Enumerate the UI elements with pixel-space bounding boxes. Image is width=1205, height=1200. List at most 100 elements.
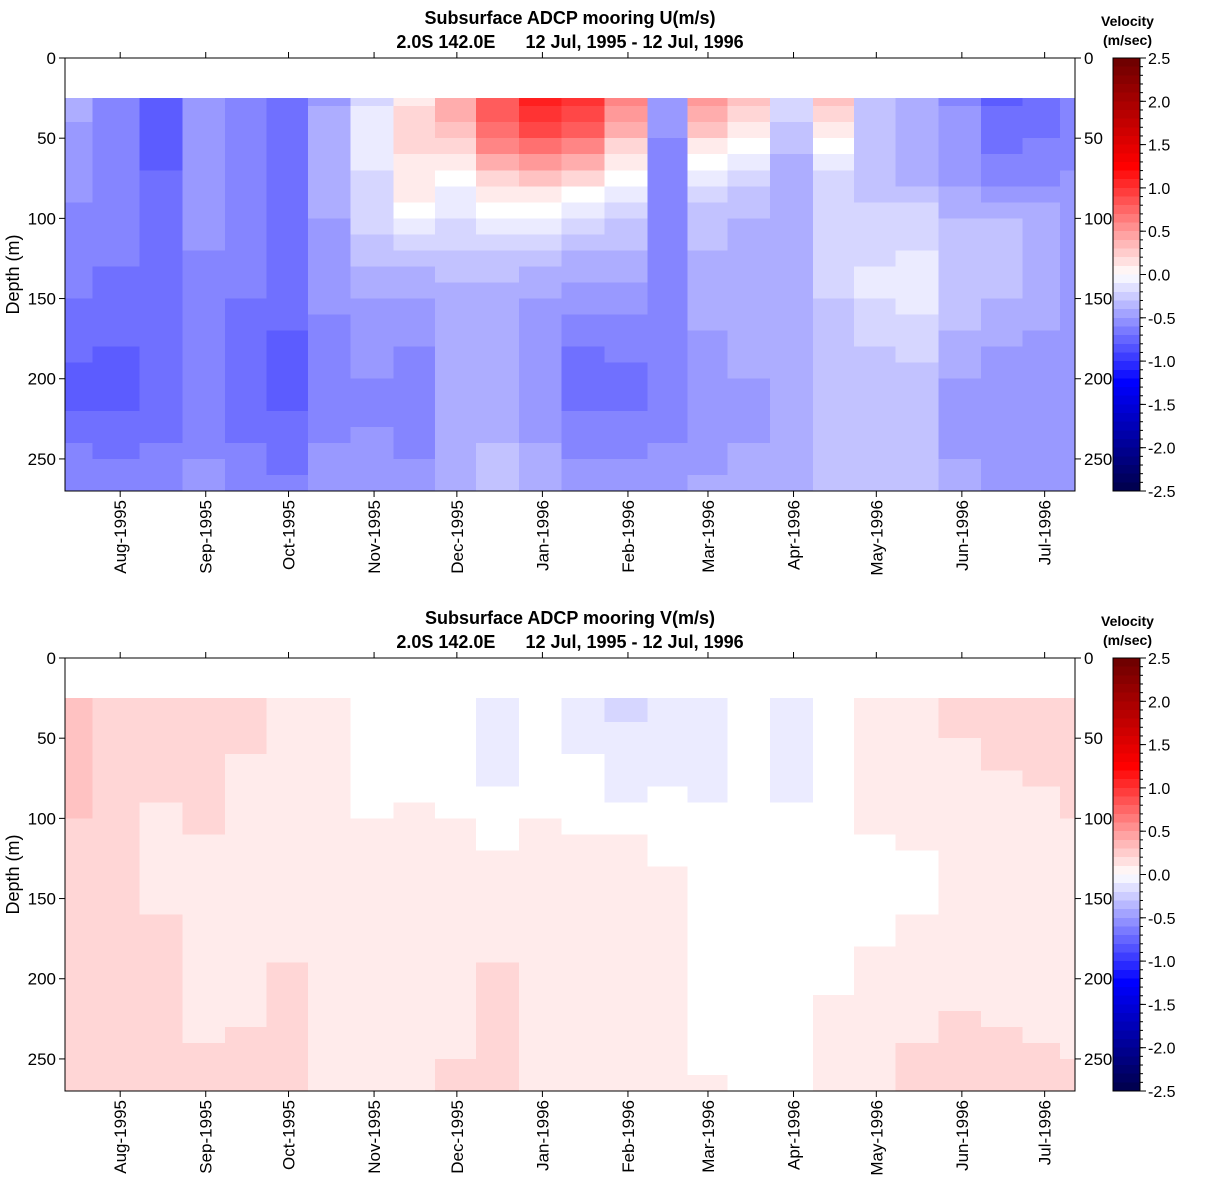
heatmap-cell: [65, 706, 94, 723]
heatmap-cell: [182, 410, 226, 428]
heatmap-cell: [225, 802, 268, 819]
heatmap-cell: [92, 234, 141, 252]
subtitle-date-range: 12 Jul, 1995 - 12 Jul, 1996: [525, 32, 744, 52]
heatmap-cell: [812, 978, 855, 996]
heatmap-cell: [981, 394, 1024, 412]
heatmap-cell: [812, 1026, 855, 1044]
x-tick-label: Apr-1996: [785, 1100, 804, 1170]
heatmap-cell: [687, 978, 728, 996]
heatmap-cell: [476, 250, 520, 268]
colorbar-swatch: [1113, 1039, 1140, 1049]
heatmap-cell: [770, 786, 814, 803]
heatmap-cell: [727, 866, 771, 884]
heatmap-cell: [1022, 154, 1061, 171]
heatmap-cell: [604, 786, 648, 803]
heatmap-cell: [854, 1042, 897, 1060]
heatmap-cell: [604, 266, 648, 284]
heatmap-cell: [518, 282, 563, 300]
heatmap-cell: [895, 106, 939, 123]
x-tick-label: May-1996: [867, 500, 886, 576]
heatmap-cell: [647, 1026, 688, 1044]
heatmap-cell: [307, 1058, 352, 1076]
heatmap-cell: [393, 1026, 436, 1044]
heatmap-cell: [307, 106, 352, 123]
heatmap-cell: [225, 1042, 268, 1060]
heatmap-cell: [647, 786, 688, 803]
heatmap-cell: [350, 898, 394, 916]
heatmap-cell: [350, 802, 394, 819]
heatmap-cell: [561, 410, 606, 428]
heatmap-cell: [393, 786, 436, 803]
colorbar-swatch: [1113, 675, 1140, 685]
heatmap-cell: [647, 346, 688, 364]
heatmap-cell: [561, 946, 606, 964]
heatmap-cell: [854, 786, 897, 803]
heatmap-cell: [770, 362, 814, 380]
heatmap-cell: [687, 738, 728, 755]
heatmap-cell: [307, 98, 352, 107]
heatmap-cell: [938, 474, 982, 492]
colorbar-swatch: [1113, 404, 1140, 414]
heatmap-cell: [476, 442, 520, 460]
heatmap-cell: [266, 722, 309, 739]
heatmap-cell: [770, 722, 814, 739]
x-tick-label: Jul-1996: [1036, 1100, 1055, 1165]
heatmap-cell: [770, 458, 814, 476]
heatmap-cell: [307, 754, 352, 771]
heatmap-cell: [1022, 786, 1061, 803]
colorbar-swatch: [1113, 231, 1140, 241]
heatmap-cell: [981, 378, 1024, 396]
heatmap-cell: [476, 754, 520, 771]
heatmap-cell: [182, 1042, 226, 1060]
heatmap-cell: [727, 330, 771, 348]
heatmap-cell: [561, 994, 606, 1012]
heatmap-cell: [139, 138, 183, 155]
heatmap-cell: [854, 1026, 897, 1044]
heatmap-cell: [647, 426, 688, 444]
heatmap-cell: [182, 170, 226, 187]
heatmap-cell: [350, 738, 394, 755]
heatmap-cell: [561, 298, 606, 316]
colorbar-swatch: [1113, 978, 1140, 988]
heatmap-cell: [812, 362, 855, 380]
heatmap-cell: [604, 234, 648, 252]
heatmap-cell: [518, 186, 563, 203]
heatmap-cell: [895, 930, 939, 948]
heatmap-cell: [561, 330, 606, 348]
heatmap-cell: [65, 1042, 94, 1060]
heatmap-cell: [727, 442, 771, 460]
heatmap-cell: [727, 250, 771, 268]
heatmap-cell: [1059, 914, 1076, 932]
heatmap-cell: [350, 1042, 394, 1060]
heatmap-cell: [561, 122, 606, 139]
heatmap-cell: [895, 138, 939, 155]
heatmap-cell: [938, 1010, 982, 1028]
heatmap-cell: [266, 122, 309, 139]
heatmap-cell: [770, 770, 814, 787]
x-tick-label: Nov-1995: [365, 500, 384, 574]
colorbar-swatch: [1113, 118, 1140, 128]
heatmap-cell: [182, 1074, 226, 1092]
heatmap-cell: [895, 98, 939, 107]
heatmap-cell: [854, 218, 897, 236]
heatmap-cell: [1022, 314, 1061, 332]
heatmap-cell: [65, 994, 94, 1012]
heatmap-cell: [854, 266, 897, 284]
heatmap-cell: [1022, 138, 1061, 155]
heatmap-cell: [139, 394, 183, 412]
heatmap-cell: [1059, 170, 1076, 187]
heatmap-cell: [65, 786, 94, 803]
heatmap-cell: [307, 218, 352, 236]
y-tick-label: 150: [28, 890, 56, 909]
colorbar-tick-label: -2.0: [1148, 441, 1176, 458]
heatmap-cell: [687, 98, 728, 107]
heatmap-cell: [938, 802, 982, 819]
colorbar-swatch: [1113, 205, 1140, 215]
heatmap-cell: [895, 346, 939, 364]
heatmap-cell: [854, 834, 897, 852]
heatmap-cell: [687, 474, 728, 492]
heatmap-cell: [225, 202, 268, 219]
heatmap-cell: [182, 106, 226, 123]
heatmap-cell: [770, 754, 814, 771]
heatmap-cell: [307, 738, 352, 755]
